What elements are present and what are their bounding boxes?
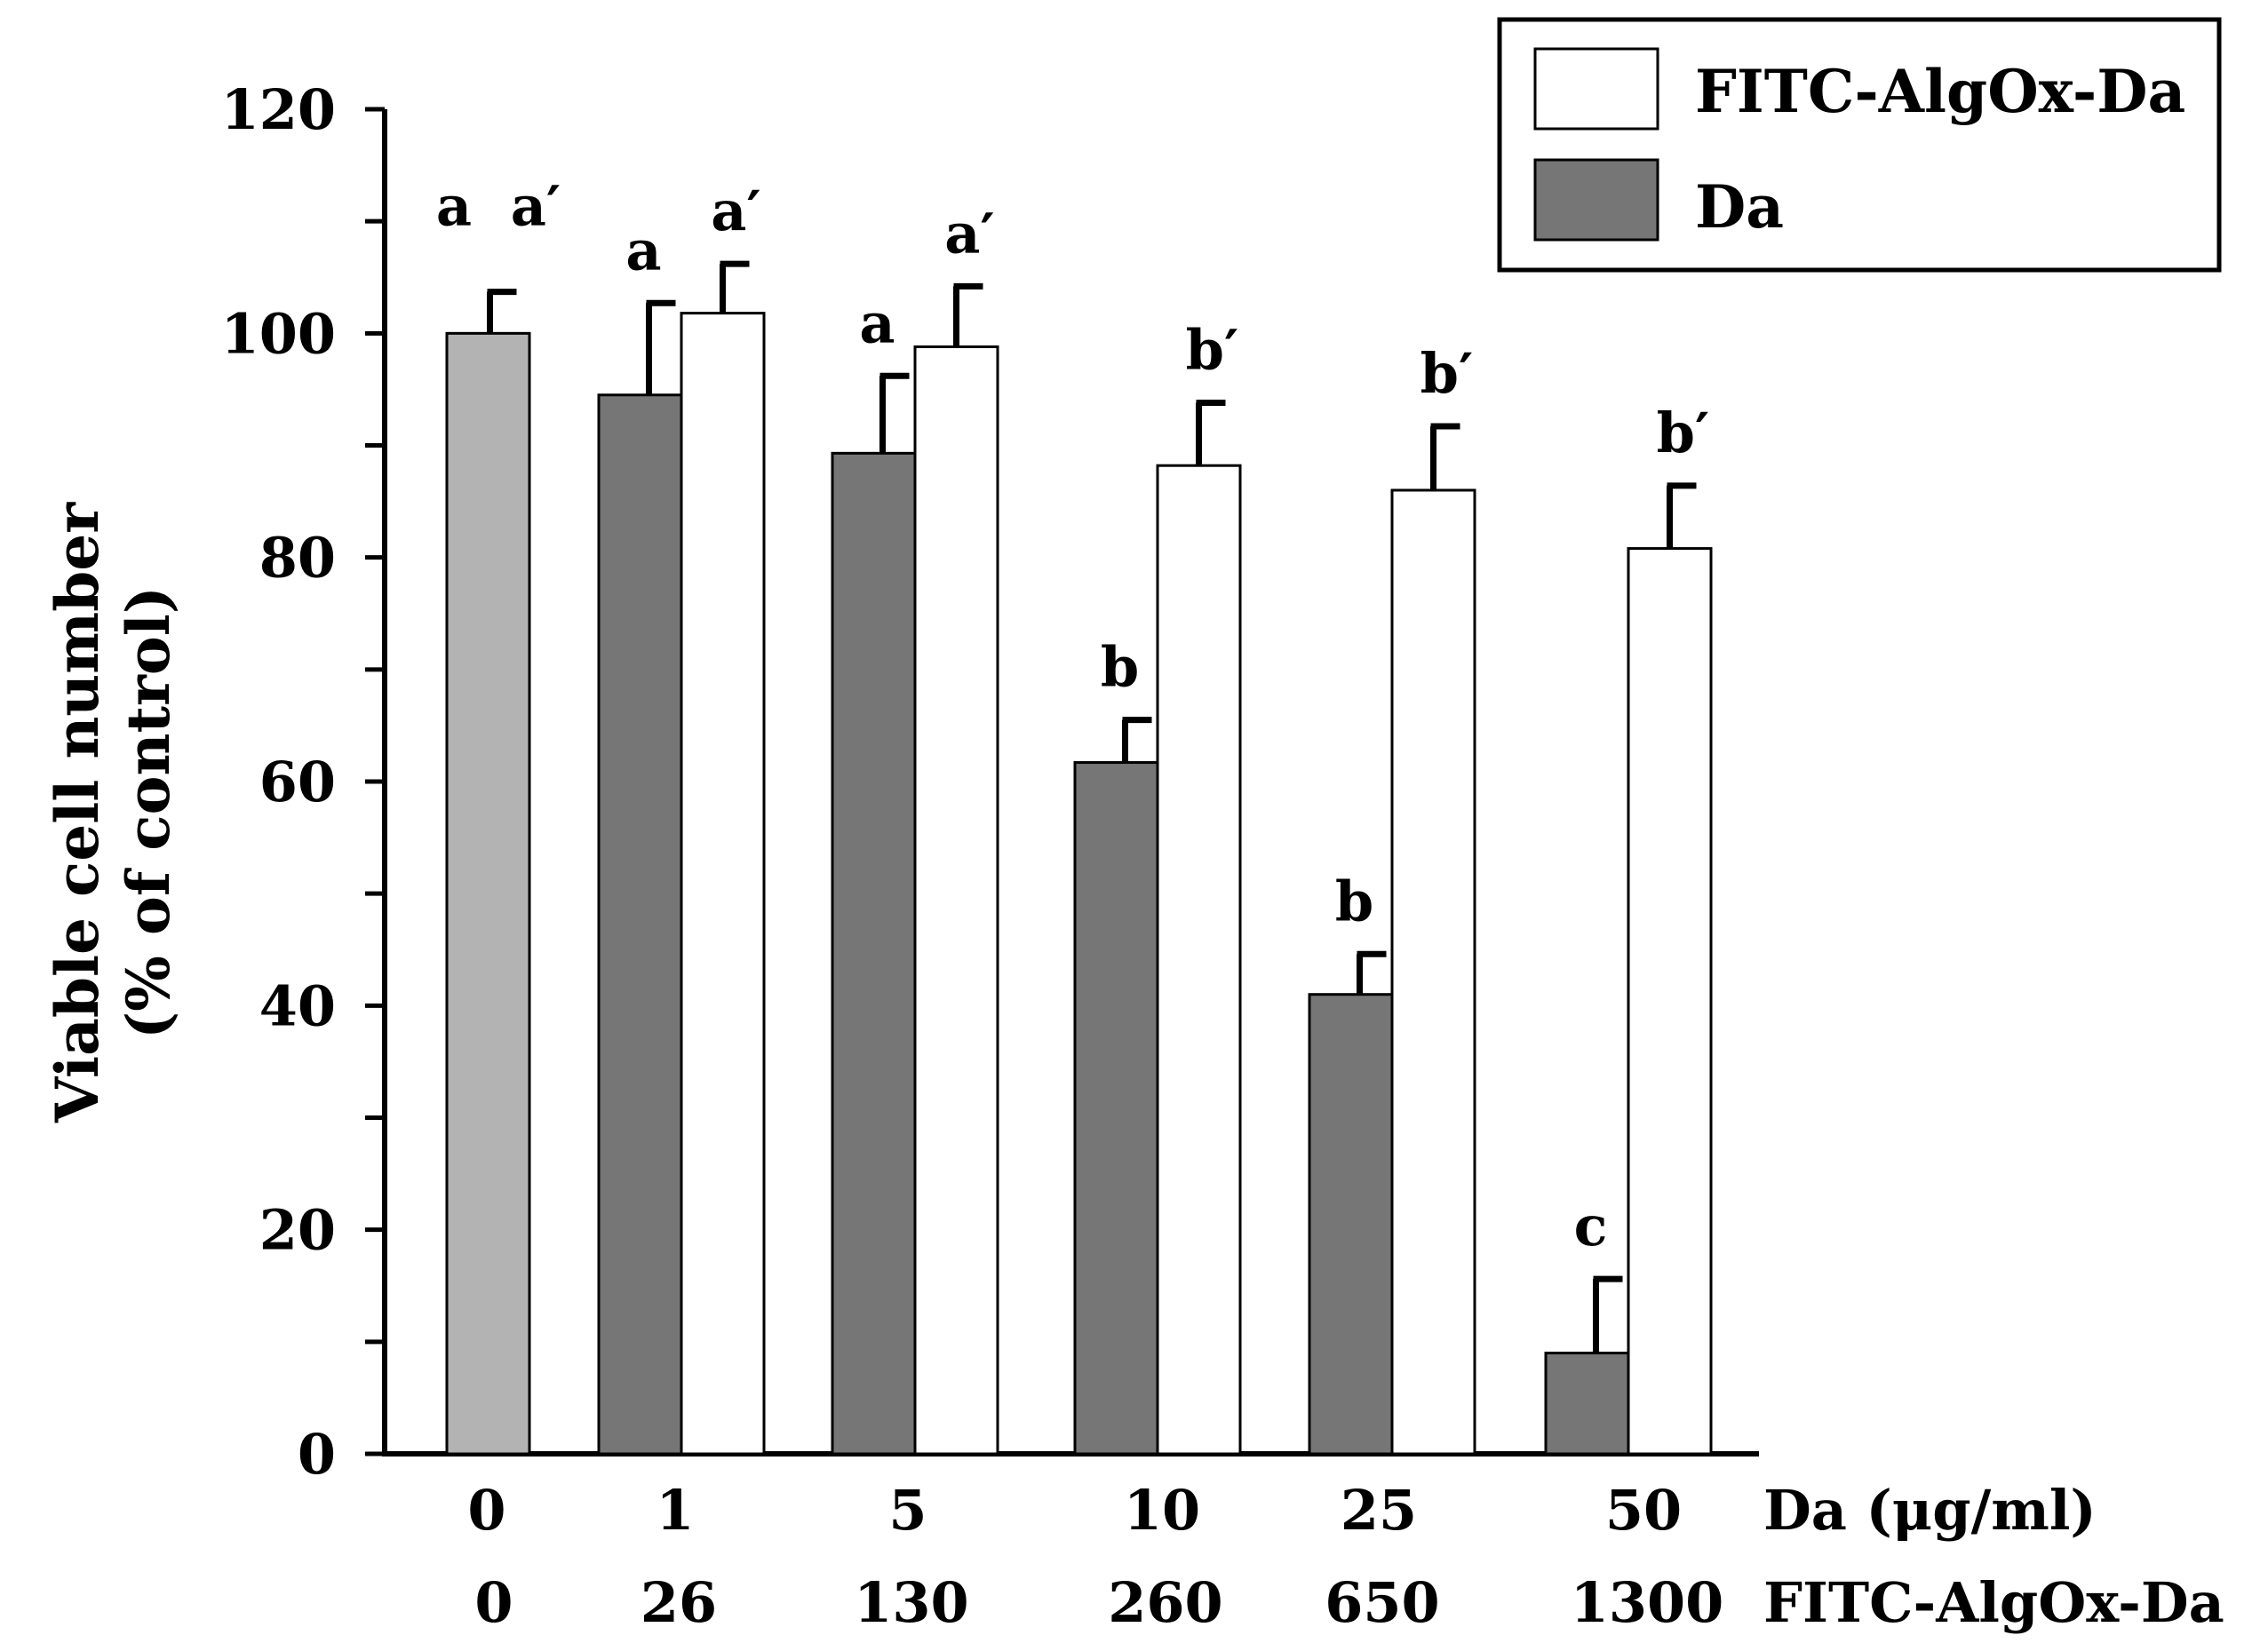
x-category-da: 10 [1124,1478,1200,1543]
sig-label-fitc-algox-da: b′ [1186,318,1239,383]
sig-label-da: a [625,218,661,282]
bar-fitc-algox-da [680,312,766,1456]
y-tick-label: 40 [259,973,336,1038]
y-tick-label: 20 [259,1198,336,1263]
y-tick-label: 120 [221,77,336,142]
x-category-fitc-algox-da: 0 [474,1570,513,1635]
bar-fitc-algox-da [1627,547,1713,1456]
legend-swatch-da [1533,158,1659,242]
bar-fitc-algox-da [1156,464,1242,1456]
y-axis-title-line1: Viable cell number [43,502,112,1123]
x-category-fitc-algox-da: 1300 [1571,1570,1724,1635]
y-tick-label: 60 [259,750,336,814]
x-category-fitc-algox-da: 130 [854,1570,968,1635]
x-row1-title: Da (μg/ml) [1763,1478,2097,1543]
legend-swatch-fitc-algox-da [1533,47,1659,131]
sig-label-fitc-control: a′ [511,174,561,239]
sig-label-da: b [1335,869,1373,933]
bars [445,312,1713,1456]
x-category-da: 50 [1605,1478,1682,1543]
y-axis-title: Viable cell number (% of control) [43,502,183,1123]
category-labels: 0 1 5 10 25 50 0 26 130 260 650 1300 [467,1478,1723,1635]
bar-control [445,331,531,1456]
sig-label-da: b [1101,635,1139,700]
x-category-da: 5 [888,1478,927,1543]
bar-da [831,451,917,1456]
y-tick-label: 0 [298,1422,336,1487]
y-tick-label: 100 [221,301,336,366]
x-category-da: 25 [1341,1478,1417,1543]
legend-label-da: Da [1695,172,1784,242]
x-category-fitc-algox-da: 260 [1108,1570,1222,1635]
sig-label-fitc-algox-da: a′ [944,201,995,266]
sig-label-fitc-algox-da: a′ [711,179,761,243]
sig-label-da: c [1574,1194,1608,1258]
significance-labels: a a′ a a′ a a′ b b′ b b′ c b′ [436,174,1709,1259]
x-category-fitc-algox-da: 650 [1325,1570,1439,1635]
bar-fitc-algox-da [1390,488,1476,1456]
bar-da [1544,1351,1630,1456]
legend-label-fitc-algox-da: FITC-AlgOx-Da [1695,57,2185,126]
y-axis-title-line2: (% of control) [114,586,183,1039]
y-tick-label: 80 [259,526,336,591]
sig-label-fitc-algox-da: b′ [1420,341,1474,406]
x-row2-title: FITC-AlgOx-Da [1763,1570,2224,1635]
legend: FITC-AlgOx-Da Da [1497,17,2222,273]
sig-label-da: a [859,290,895,355]
x-category-da: 1 [656,1478,694,1543]
bar-da [1308,993,1394,1456]
x-category-da: 0 [467,1478,505,1543]
sig-label-control: a [436,174,472,239]
x-category-fitc-algox-da: 26 [641,1570,717,1635]
bar-fitc-algox-da [913,345,999,1456]
bar-da [597,393,683,1456]
sig-label-fitc-algox-da: b′ [1657,401,1710,465]
error-bars [487,260,1697,1353]
bar-da [1073,761,1159,1456]
